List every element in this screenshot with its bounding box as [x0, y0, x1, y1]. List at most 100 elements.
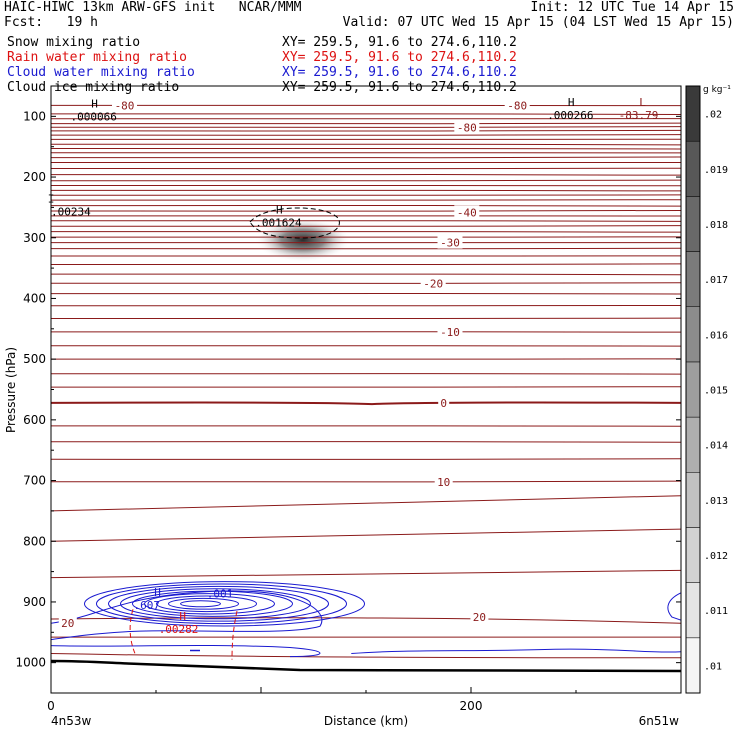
- extremum-marker: H: [154, 586, 161, 599]
- isotherm-line: [51, 225, 681, 227]
- isotherm-line: [51, 204, 681, 207]
- colorbar-unit-label: g kg⁻¹: [703, 85, 731, 95]
- isotherm-line: [51, 113, 681, 116]
- isotherm-line: [51, 458, 681, 460]
- isotherm-label-background: [58, 616, 77, 630]
- legend-snow-xy: XY= 259.5, 91.6 to 274.6,110.2: [282, 35, 517, 50]
- isotherm-label: 20: [61, 617, 74, 630]
- extremum-value: .00234: [51, 206, 91, 219]
- cloud-water-contour: [84, 581, 365, 627]
- header-forecast-hour: Fcst: 19 h: [4, 15, 98, 30]
- isotherm-label-background: [437, 235, 463, 249]
- legend-cloud-water-xy: XY= 259.5, 91.6 to 274.6,110.2: [282, 65, 517, 80]
- legend-cloud-water-label: Cloud water mixing ratio: [7, 65, 195, 80]
- y-tick-label: 500: [23, 352, 46, 366]
- y-tick-label: 300: [23, 231, 46, 245]
- header-init-time: Init: 12 UTC Tue 14 Apr 15: [530, 0, 735, 15]
- temperature-isotherms: [51, 104, 681, 659]
- cloud-water-contour-label: .001: [207, 587, 234, 600]
- colorbar-tick-label: .019: [704, 165, 728, 176]
- isotherm-label: 20: [473, 611, 486, 624]
- isotherm-line: [51, 143, 681, 146]
- isotherm-line: [51, 156, 681, 159]
- cloud-water-contour: [120, 588, 311, 620]
- endpoint-right-label: 6n51w: [639, 714, 680, 728]
- isotherm-line: [51, 231, 681, 233]
- header-title: HAIC-HIWC 13km ARW-GFS init NCAR/MMM: [4, 0, 302, 15]
- x-tick-label: 0: [47, 699, 55, 713]
- y-axis-title: Pressure (hPa): [4, 347, 18, 433]
- isotherm-label: -10: [440, 326, 460, 339]
- isotherm-line: [51, 480, 681, 483]
- isotherm-label-background: [454, 205, 480, 219]
- isotherm-label-background: [434, 474, 453, 488]
- isotherm-label-background: [420, 276, 446, 290]
- isotherm-label: 0: [440, 397, 447, 410]
- colorbar-segment: [685, 416, 701, 473]
- isotherm-line: [51, 129, 681, 132]
- isotherm-label: -20: [423, 277, 443, 290]
- isotherm-line: [51, 528, 681, 542]
- cloud-water-contour: [351, 648, 681, 655]
- x-axis-title: Distance (km): [324, 714, 408, 728]
- cloud-water-contour: [168, 597, 239, 610]
- isotherm-line: [51, 209, 681, 212]
- cloud-water-contour: [667, 592, 681, 621]
- isotherm-label: -40: [457, 206, 477, 219]
- colorbar-tick-label: .018: [704, 220, 728, 231]
- y-tick-label: 200: [23, 170, 46, 184]
- isotherm-label-background: [437, 324, 463, 338]
- colorbar-tick-label: .016: [704, 330, 728, 341]
- colorbar-tick-label: .013: [704, 496, 728, 507]
- legend-rain-label: Rain water mixing ratio: [7, 50, 188, 65]
- x-tick-label: 200: [460, 699, 483, 713]
- colorbar-tick-label: .015: [704, 386, 728, 397]
- isotherm-line: [51, 636, 681, 639]
- isotherm-label-background: [454, 120, 480, 134]
- colorbar-segment: [685, 582, 701, 639]
- colorbar-tick-label: .01: [704, 661, 722, 672]
- extremum-marker: I: [48, 193, 55, 206]
- colorbar-frame: [685, 85, 701, 694]
- isotherm-label: 10: [437, 476, 450, 489]
- colorbar-top-segment: [685, 85, 701, 142]
- rain-water-contours: [129, 609, 238, 660]
- y-tick-label: 700: [23, 474, 46, 488]
- isotherm-line: [51, 174, 681, 176]
- cloud-water-contour: [96, 583, 347, 625]
- colorbar-segment: [685, 140, 701, 197]
- extremum-marker: H: [91, 97, 98, 110]
- isotherm-line: [51, 282, 681, 284]
- isotherm-line: [51, 134, 681, 136]
- isotherm-line: [51, 126, 681, 128]
- isotherm-label: -80: [115, 99, 135, 112]
- isotherm-line: [51, 179, 681, 182]
- colorbar-tick-label: .014: [704, 441, 728, 452]
- legend-snow-label: Snow mixing ratio: [7, 35, 141, 50]
- isotherm-line: [51, 495, 681, 512]
- isotherm-label: -80: [457, 121, 477, 134]
- isotherm-line: [51, 441, 681, 443]
- header-valid-time: Valid: 07 UTC Wed 15 Apr 15 (04 LST Wed …: [342, 15, 734, 30]
- legend-cloud-ice-label: Cloud ice mixing ratio: [7, 80, 180, 95]
- extremum-value: .607: [134, 599, 161, 612]
- y-tick-label: 400: [23, 291, 46, 305]
- rain-water-contour: [231, 610, 238, 660]
- y-tick-label: 800: [23, 534, 46, 548]
- y-tick-label: 100: [23, 109, 46, 123]
- y-tick-label: 1000: [15, 656, 46, 670]
- cloud-water-contour: [51, 590, 323, 641]
- extremum-value: .000066: [71, 110, 117, 123]
- isotherm-line: [51, 273, 681, 276]
- colorbar-tick-label: .011: [704, 606, 728, 617]
- extremum-value: .000266: [547, 109, 593, 122]
- colorbar-tick-label: .012: [704, 551, 728, 562]
- cloud-water-contours: [51, 581, 681, 658]
- cloud-water-contour: [51, 645, 321, 658]
- contour-labels: -80-80-80-40-30-20-100102020H.000066H.00…: [48, 96, 659, 636]
- isotherm-line: [51, 569, 681, 579]
- extremum-value: .001624: [255, 217, 302, 230]
- cloud-water-contour: [156, 595, 257, 613]
